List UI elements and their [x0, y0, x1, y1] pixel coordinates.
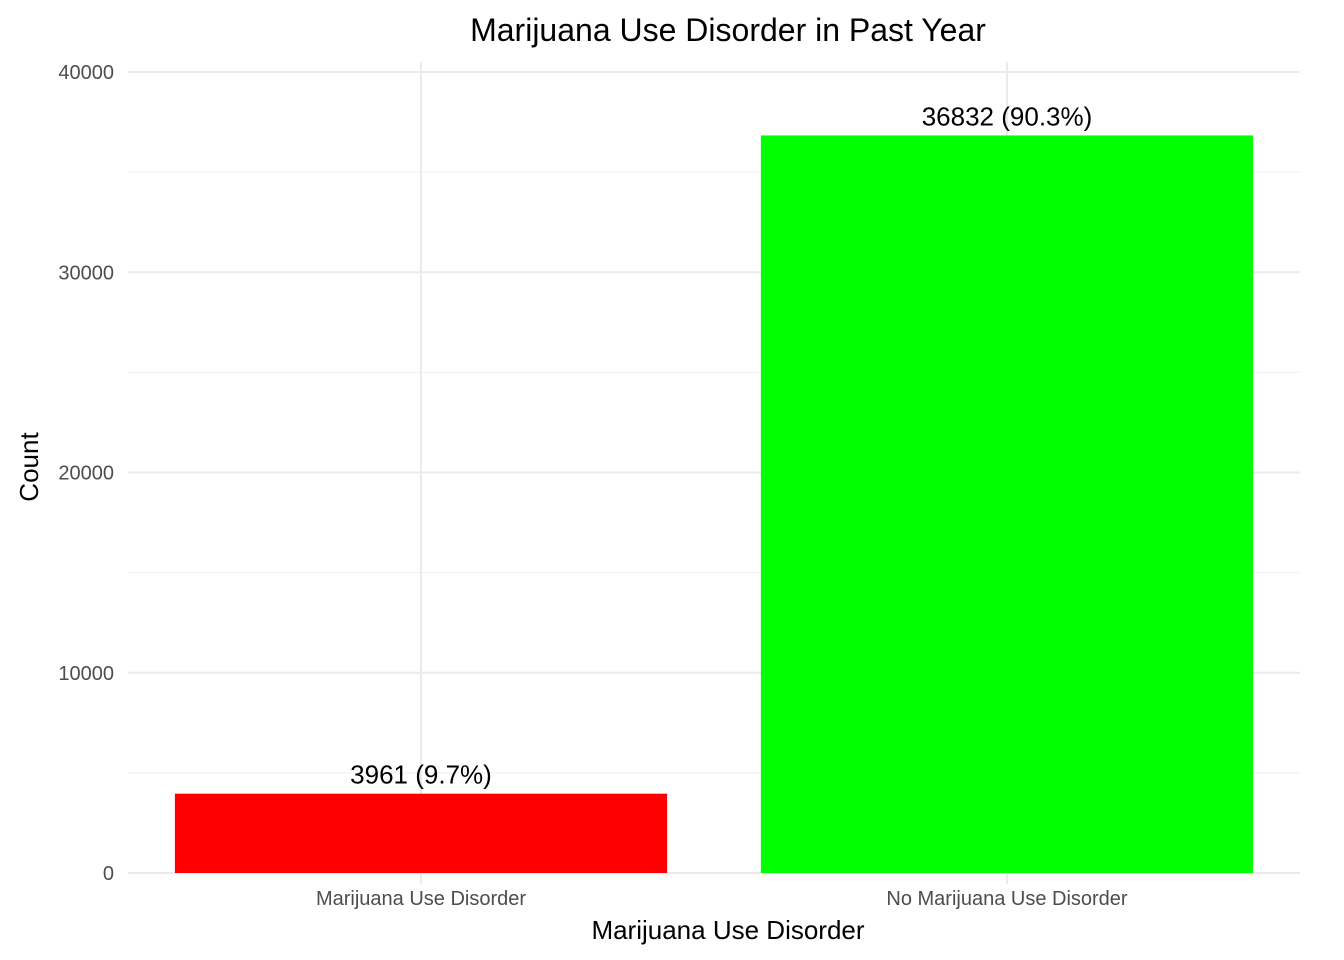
x-axis-title: Marijuana Use Disorder [591, 915, 864, 945]
x-axis-ticks: Marijuana Use Disorder No Marijuana Use D… [316, 888, 1128, 910]
chart-title: Marijuana Use Disorder in Past Year [470, 12, 986, 48]
y-tick-label: 0 [103, 863, 114, 885]
x-tick-label: Marijuana Use Disorder [316, 888, 526, 910]
bars [174, 135, 1254, 873]
x-tick-label: No Marijuana Use Disorder [886, 888, 1128, 910]
data-labels: 3961 (9.7%) 36832 (90.3%) [350, 101, 1092, 789]
bar-data-label: 3961 (9.7%) [350, 760, 492, 790]
y-tick-label: 10000 [58, 663, 114, 685]
y-tick-label: 40000 [58, 62, 114, 84]
bar [174, 793, 668, 873]
bar-data-label: 36832 (90.3%) [922, 101, 1093, 131]
y-tick-label: 30000 [58, 262, 114, 284]
y-tick-label: 20000 [58, 463, 114, 485]
bar [760, 135, 1254, 873]
y-axis-ticks: 0 10000 20000 30000 40000 [58, 62, 114, 885]
y-axis-title: Count [14, 432, 44, 502]
